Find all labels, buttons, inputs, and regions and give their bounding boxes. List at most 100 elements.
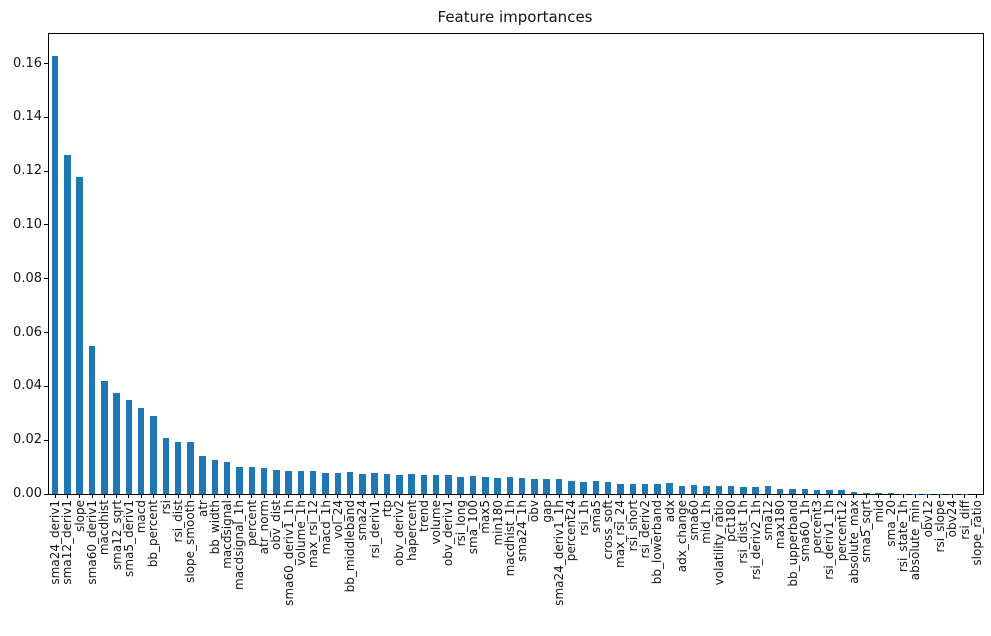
y-axis-tick-label: 0.02 xyxy=(13,432,42,448)
bar xyxy=(51,55,59,494)
bar xyxy=(248,466,256,494)
x-axis-tick xyxy=(497,494,499,498)
bar xyxy=(543,478,550,494)
x-axis-tick xyxy=(312,494,314,498)
y-axis-tick-label: 0.04 xyxy=(13,378,42,394)
x-axis-tick xyxy=(116,494,118,498)
x-axis-tick xyxy=(583,494,585,498)
x-axis-tick xyxy=(361,494,363,498)
y-axis-tick-label: 0.10 xyxy=(13,216,42,232)
x-axis-tick xyxy=(300,494,302,498)
x-axis-tick xyxy=(460,494,462,498)
x-axis-tick xyxy=(546,494,548,498)
x-axis-tick xyxy=(91,494,93,498)
y-axis-tick-label: 0.06 xyxy=(13,324,42,340)
x-axis-tick xyxy=(202,494,204,498)
x-axis-tick xyxy=(767,494,769,498)
x-axis-tick xyxy=(386,494,388,498)
bar xyxy=(568,480,575,494)
y-axis-tick-label: 0.12 xyxy=(13,163,42,179)
bar xyxy=(211,459,219,494)
x-axis-tick xyxy=(632,494,634,498)
x-axis-tick xyxy=(128,494,130,498)
x-axis-tick xyxy=(447,494,449,498)
x-axis-tick xyxy=(644,494,646,498)
bar xyxy=(297,471,305,494)
bar xyxy=(727,486,735,494)
bar xyxy=(396,474,403,494)
x-axis-tick xyxy=(374,494,376,498)
x-axis-tick xyxy=(779,494,781,498)
bar xyxy=(273,469,280,494)
bar xyxy=(174,441,182,494)
x-axis-tick xyxy=(804,494,806,498)
bar xyxy=(432,474,440,494)
x-axis-tick xyxy=(718,494,720,498)
plot-area: 0.00 0.02 0.04 0.06 0.08 0.10 0.12 0.14 0.16 sma2… xyxy=(13,33,984,606)
x-axis-tick xyxy=(865,494,867,498)
x-axis-tick xyxy=(914,494,916,498)
x-axis-tick xyxy=(841,494,843,498)
bar xyxy=(101,381,108,494)
x-axis-tick xyxy=(140,494,142,498)
bar xyxy=(850,491,858,494)
y-axis-tick-label: 0.08 xyxy=(13,270,42,286)
y-axis-tick xyxy=(44,278,48,280)
x-axis-tick xyxy=(152,494,154,498)
bar xyxy=(740,487,747,494)
bar xyxy=(162,438,169,494)
x-axis-tick xyxy=(214,494,216,498)
x-axis-tick xyxy=(619,494,621,498)
bar xyxy=(690,485,698,494)
x-axis-tick xyxy=(902,494,904,498)
bar xyxy=(309,470,317,494)
x-axis-tick xyxy=(275,494,277,498)
x-axis-tick xyxy=(288,494,290,498)
x-axis-tick xyxy=(927,494,929,498)
bar xyxy=(371,473,378,494)
x-axis-tick xyxy=(189,494,191,498)
x-axis-tick-label: slope_ratio xyxy=(969,500,984,566)
bar xyxy=(776,489,784,494)
y-axis-tick-label: 0.16 xyxy=(13,55,42,71)
x-axis-tick xyxy=(976,494,978,498)
bar xyxy=(223,461,231,494)
bar xyxy=(187,441,194,494)
bar xyxy=(617,483,624,494)
x-axis-tick xyxy=(816,494,818,498)
x-axis-tick xyxy=(595,494,597,498)
bar xyxy=(789,489,796,494)
bar xyxy=(482,477,489,494)
bar xyxy=(64,155,71,494)
bar xyxy=(383,474,391,494)
x-axis-tick xyxy=(337,494,339,498)
y-axis-tick-label: 0.00 xyxy=(13,486,42,501)
bar xyxy=(285,471,292,494)
bar xyxy=(838,490,845,494)
y-axis-tick xyxy=(44,493,48,495)
x-axis-tick xyxy=(177,494,179,498)
bar xyxy=(666,482,673,494)
x-axis-tick xyxy=(423,494,425,498)
x-axis-tick xyxy=(349,494,351,498)
bar xyxy=(506,477,514,494)
x-axis-tick xyxy=(656,494,658,498)
x-axis-tick xyxy=(755,494,757,498)
bar xyxy=(875,493,882,494)
x-axis-tick xyxy=(226,494,228,498)
x-axis-tick xyxy=(939,494,941,498)
x-axis-tick xyxy=(705,494,707,498)
bar xyxy=(801,489,809,494)
bar xyxy=(76,176,83,494)
bar xyxy=(420,475,428,494)
bar xyxy=(555,479,563,494)
bar xyxy=(826,489,833,494)
bar xyxy=(88,346,96,494)
x-axis-tick xyxy=(558,494,560,498)
x-axis-tick xyxy=(742,494,744,498)
bar xyxy=(887,493,895,494)
y-axis-tick xyxy=(44,385,48,387)
x-axis-tick xyxy=(251,494,253,498)
x-axis-tick xyxy=(853,494,855,498)
x-axis-tick xyxy=(54,494,56,498)
